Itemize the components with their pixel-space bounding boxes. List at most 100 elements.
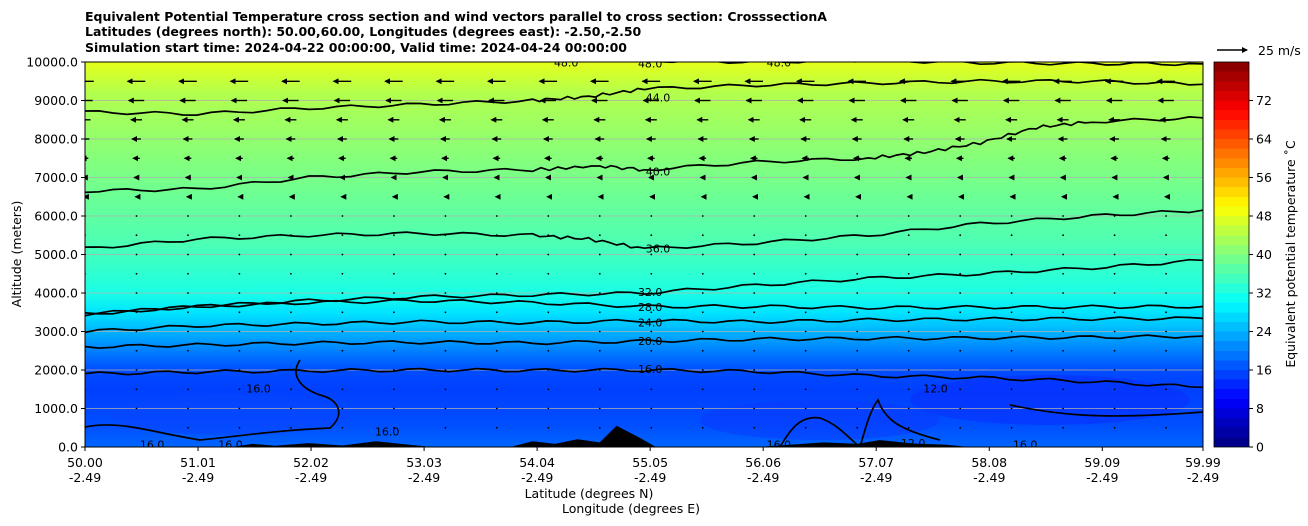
wind-vector (907, 253, 910, 256)
wind-vector (1113, 234, 1116, 237)
contour-line-44.0 (85, 78, 1203, 116)
wind-vector (598, 253, 601, 256)
wind-vector (753, 349, 756, 352)
wind-vector (187, 234, 189, 237)
wind-vector (907, 292, 910, 294)
wind-vector (1165, 215, 1167, 217)
wind-vector (1113, 292, 1116, 294)
contour-label: 16.0 (1013, 439, 1038, 452)
x-axis-label-longitude: Longitude (degrees E) (562, 501, 700, 516)
wind-vector (753, 330, 756, 333)
wind-vector (1062, 426, 1064, 429)
x-tick-label-lon: -2.49 (1086, 470, 1118, 485)
wind-vector (1165, 349, 1167, 352)
wind-vector (959, 272, 962, 275)
contour-label: 28.0 (638, 301, 663, 314)
wind-vector (290, 426, 292, 429)
wind-vector (393, 388, 395, 391)
wind-vector (1010, 234, 1013, 237)
wind-vector (135, 330, 138, 333)
wind-vector (341, 426, 344, 429)
contour-line-24.0 (85, 316, 1203, 334)
contour-line-8-low (1009, 404, 1203, 417)
wind-vector (959, 253, 962, 256)
wind-vector (444, 388, 447, 391)
wind-vector (290, 349, 292, 352)
wind-vector (1165, 234, 1167, 237)
wind-vector (650, 407, 653, 410)
colorbar-ticks: 0 8 16 24 32 40 48 56 64 72 (1249, 93, 1272, 455)
wind-vector (804, 369, 807, 371)
wind-vector (238, 369, 241, 371)
wind-vector (650, 426, 653, 429)
wind-vector (804, 330, 807, 333)
wind-vector (1113, 426, 1116, 429)
wind-vector (753, 311, 756, 314)
wind-vector (753, 407, 756, 410)
contour-label: 16.0 (140, 439, 165, 452)
wind-vector (1113, 253, 1116, 256)
wind-vector (290, 253, 292, 256)
wind-vector (598, 311, 601, 314)
wind-vector (959, 407, 962, 410)
wind-vector (495, 349, 498, 352)
contour-label: 36.0 (646, 243, 671, 256)
wind-vector (187, 349, 189, 352)
wind-vector (135, 369, 138, 371)
wind-vector (341, 311, 344, 314)
x-tick-label-lat: 59.09 (1084, 455, 1120, 470)
y-tick-label: 2000.0 (34, 363, 78, 378)
y-tick-label: 10000.0 (26, 55, 78, 70)
wind-vector (856, 292, 859, 294)
wind-vector (804, 426, 807, 429)
wind-vector (1113, 272, 1116, 275)
wind-vector (393, 311, 395, 314)
y-tick-label: 0.0 (58, 440, 78, 455)
colorbar-tick-label: 16 (1256, 363, 1272, 378)
y-tick-label: 3000.0 (34, 324, 78, 339)
wind-vector (856, 369, 859, 371)
wind-vector (444, 349, 447, 352)
wind-vector (1062, 253, 1064, 256)
wind-vector (547, 272, 550, 275)
wind-vector (1062, 330, 1064, 333)
wind-vector (804, 215, 807, 217)
wind-vector (135, 388, 138, 391)
wind-vector (804, 253, 807, 256)
wind-vector (238, 272, 241, 275)
wind-vector (1010, 330, 1013, 333)
wind-vector (1165, 388, 1167, 391)
wind-vector (856, 234, 859, 237)
wind-vector (1010, 426, 1013, 429)
wind-vector (290, 330, 292, 333)
wind-vector (187, 426, 189, 429)
wind-vector (1010, 349, 1013, 352)
wind-vector (444, 234, 447, 237)
wind-vector (290, 388, 292, 391)
wind-vector (598, 426, 601, 429)
wind-vector (753, 215, 756, 217)
wind-vector (495, 426, 498, 429)
wind-vector (1165, 407, 1167, 410)
wind-vector (135, 311, 138, 314)
wind-vector (701, 388, 704, 391)
x-tick-label-lat: 56.06 (745, 455, 781, 470)
contour-line-16-low (85, 359, 340, 441)
wind-vector (238, 330, 241, 333)
wind-vector (238, 349, 241, 352)
contour-label: 16.0 (767, 439, 792, 452)
contour-label: 16.0 (218, 439, 243, 452)
wind-vector (444, 215, 447, 217)
wind-vector (907, 349, 910, 352)
wind-vector (495, 272, 498, 275)
x-tick-label-lat: 52.02 (293, 455, 329, 470)
wind-vector (187, 388, 189, 391)
contour-line-28.0 (85, 298, 1203, 315)
wind-vector (598, 330, 601, 333)
wind-vector (1113, 407, 1116, 410)
wind-vector (547, 311, 550, 314)
cold-pocket (700, 400, 940, 440)
plot-area: 44.0 40.0 36.0 32.0 28.0 24.0 20.0 16.0 48.0 48.0… (85, 62, 1203, 452)
colorbar-tick-label: 48 (1256, 209, 1272, 224)
